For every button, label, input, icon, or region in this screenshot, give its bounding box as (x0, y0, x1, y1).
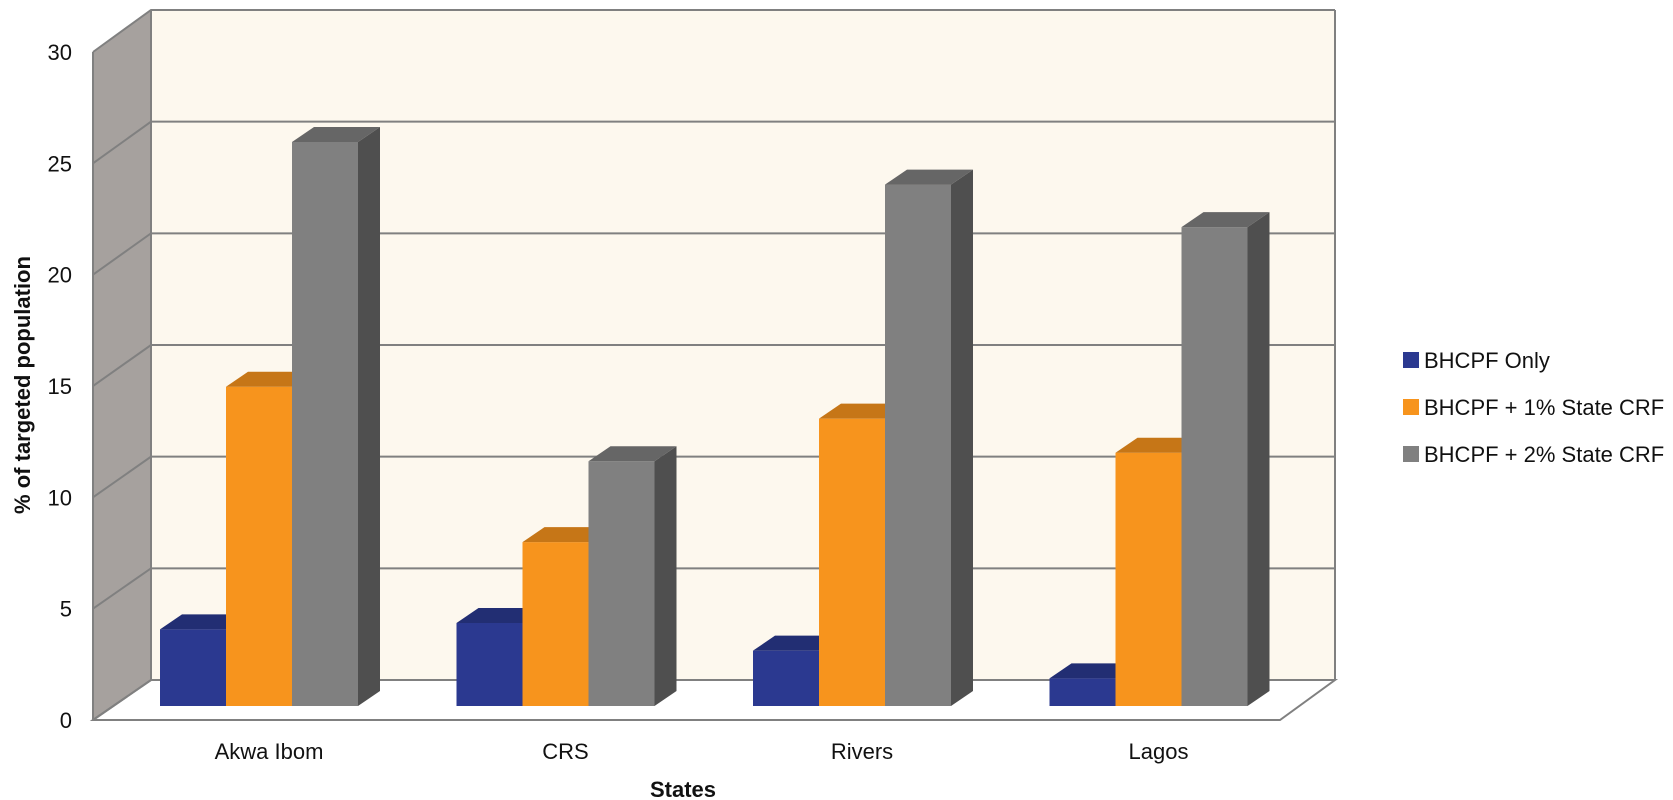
bar-front (1181, 227, 1248, 706)
legend-swatch (1403, 352, 1419, 368)
bar (885, 169, 973, 706)
bar-front (819, 418, 885, 706)
legend: BHCPF Only BHCPF + 1% State CRF BHCPF + 2%… (1403, 348, 1664, 467)
y-tick-label: 30 (48, 40, 72, 65)
bar-front (522, 542, 589, 706)
bar-side (1247, 212, 1270, 706)
bar-top (1181, 212, 1270, 228)
x-tick-label: CRS (542, 739, 588, 764)
x-tick-label: Rivers (831, 739, 893, 764)
bar-front (588, 461, 655, 706)
y-tick-label: 10 (48, 485, 72, 510)
y-tick-label: 15 (48, 374, 72, 399)
y-tick-label: 0 (60, 708, 72, 733)
y-tick-label: 5 (60, 597, 72, 622)
y-tick-label: 20 (48, 263, 72, 288)
bar-front (753, 650, 819, 706)
bar-front (1049, 678, 1116, 706)
bar (1181, 212, 1270, 706)
bar-side (358, 127, 380, 706)
bar-top (885, 169, 973, 185)
bar-top (292, 127, 380, 142)
bar-front (456, 622, 523, 706)
legend-swatch (1403, 399, 1419, 415)
bar-front (160, 629, 226, 706)
legend-label: BHCPF + 2% State CRF (1424, 442, 1664, 467)
y-axis-ticks: 0 5 10 15 20 25 30 (48, 40, 72, 733)
bar-side (654, 446, 677, 706)
legend-label: BHCPF Only (1424, 348, 1550, 373)
y-axis-title: % of targeted population (10, 256, 35, 514)
bar-front (226, 386, 292, 706)
bar-front (292, 142, 358, 706)
x-axis-ticks: Akwa Ibom CRS Rivers Lagos (215, 739, 1189, 764)
bar-top (588, 446, 677, 462)
bar (588, 446, 677, 706)
legend-swatch (1403, 446, 1419, 462)
x-tick-label: Akwa Ibom (215, 739, 324, 764)
x-axis-title: States (650, 777, 716, 800)
y-tick-label: 25 (48, 151, 72, 176)
legend-label: BHCPF + 1% State CRF (1424, 395, 1664, 420)
bar-front (885, 184, 951, 706)
bars (160, 127, 1270, 706)
bar (292, 127, 380, 706)
bar-side (951, 169, 973, 706)
x-tick-label: Lagos (1129, 739, 1189, 764)
bar-front (1115, 452, 1182, 706)
